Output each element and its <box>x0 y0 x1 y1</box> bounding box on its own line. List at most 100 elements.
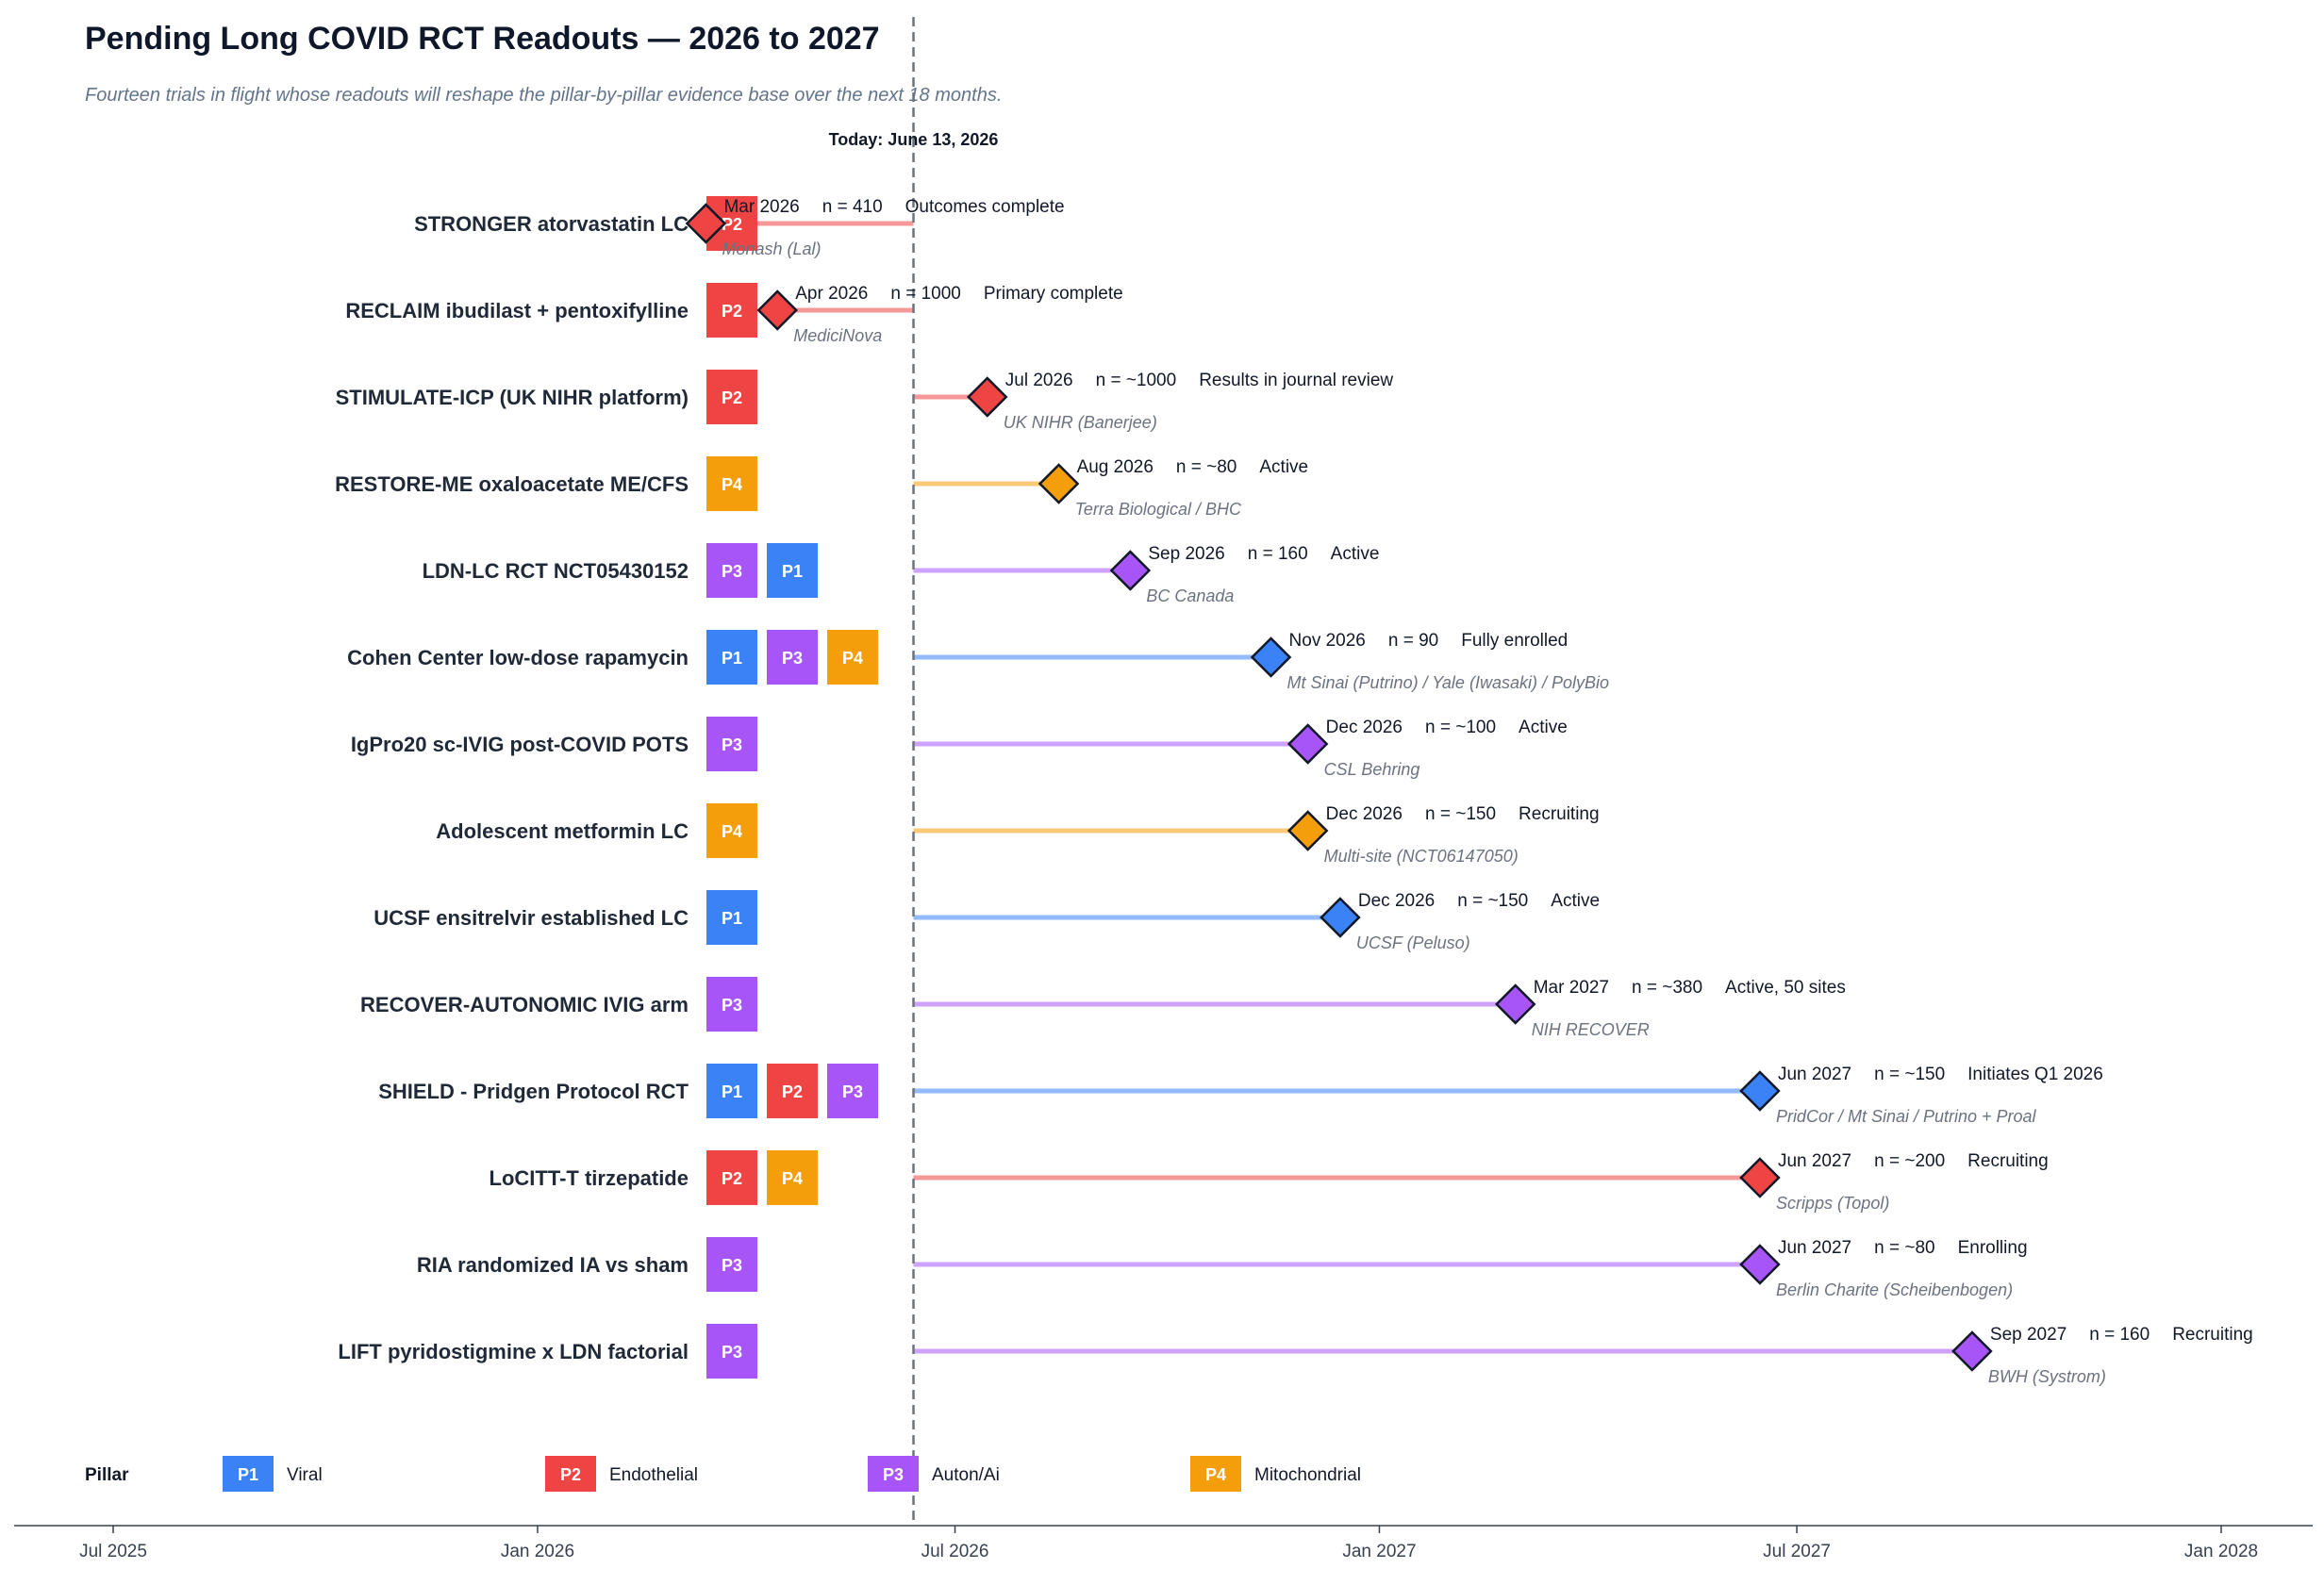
pillar-chip-label: P2 <box>722 302 742 321</box>
trial-row: LIFT pyridostigmine x LDN factorial P3 Sep… <box>338 1324 2253 1386</box>
trial-sponsor: Berlin Charite (Scheibenbogen) <box>1776 1280 2013 1299</box>
readout-annotation: Dec 2026 n = ~150 Recruiting <box>1326 804 1600 824</box>
readout-status: Results in journal review <box>1199 371 1393 390</box>
readout-date: Sep 2027 <box>1990 1325 2067 1345</box>
x-tick-label: Jul 2026 <box>921 1542 989 1561</box>
pillar-chip <box>767 1064 818 1118</box>
trial-name: LDN-LC RCT NCT05430152 <box>423 559 689 583</box>
legend-chip-label: P4 <box>1205 1465 1226 1484</box>
readout-n: n = ~1000 <box>1096 371 1177 390</box>
readout-marker <box>1250 636 1292 678</box>
readout-n: n = ~150 <box>1425 804 1496 824</box>
legend-chip <box>223 1456 274 1492</box>
trial-row: LoCITT-T tirzepatide P2 P4 Jun 2027 n = ~200… <box>490 1150 2049 1213</box>
x-tick-label: Jan 2026 <box>501 1542 574 1561</box>
trial-sponsor: CSL Behring <box>1324 760 1420 779</box>
readout-marker <box>685 203 727 244</box>
readout-status: Outcomes complete <box>905 197 1065 217</box>
trial-row: RIA randomized IA vs sham P3 Jun 2027 n = ~… <box>417 1237 2028 1299</box>
readout-marker <box>1286 723 1329 765</box>
readout-n: n = 90 <box>1388 631 1438 651</box>
legend-chip <box>1190 1456 1241 1492</box>
pillar-chip-label: P3 <box>842 1082 863 1101</box>
trial-name: Adolescent metformin LC <box>436 819 689 843</box>
readout-date: Sep 2026 <box>1148 544 1224 564</box>
trial-row: STIMULATE-ICP (UK NIHR platform) P2 Jul 20… <box>336 370 1394 432</box>
trial-name: STIMULATE-ICP (UK NIHR platform) <box>336 386 689 409</box>
readout-annotation: Jul 2026 n = ~1000 Results in journal revi… <box>1005 371 1394 390</box>
readout-date: Mar 2027 <box>1534 978 1609 998</box>
pillar-chip-label: P3 <box>722 562 742 581</box>
pillar-chip-label: P3 <box>782 649 803 668</box>
legend-label: Auton/Ai <box>932 1465 1000 1485</box>
readout-status: Primary complete <box>984 284 1123 304</box>
pillar-legend: Pillar P1 Viral P2 Endothelial P3 Auton/Ai P4 Mi… <box>85 1456 1361 1492</box>
pillar-chip <box>827 1064 878 1118</box>
x-axis: Jul 2025 Jan 2026 Jul 2026 Jan 2027 Jul 2027… <box>14 1525 2313 1561</box>
pillar-chip <box>706 630 757 685</box>
today-label: Today: June 13, 2026 <box>829 130 999 149</box>
trial-name: RESTORE-ME oxaloacetate ME/CFS <box>335 472 689 496</box>
pillar-chip <box>706 456 757 511</box>
trial-name: RECOVER-AUTONOMIC IVIG arm <box>360 993 689 1016</box>
pillar-chip <box>767 1150 818 1205</box>
pillar-chip <box>706 717 757 771</box>
pillar-chip-label: P2 <box>722 1169 742 1188</box>
trial-row: RESTORE-ME oxaloacetate ME/CFS P4 Aug 2026… <box>335 456 1308 519</box>
pillar-chip <box>767 630 818 685</box>
pillar-chip <box>706 1324 757 1379</box>
pillar-chip-label: P1 <box>722 649 742 668</box>
pillar-chip <box>767 543 818 598</box>
readout-annotation: Nov 2026 n = 90 Fully enrolled <box>1289 631 1569 651</box>
readout-status: Active <box>1331 544 1380 564</box>
chart-title: Pending Long COVID RCT Readouts — 2026 t… <box>85 21 880 57</box>
pillar-chip <box>706 370 757 424</box>
readout-status: Enrolling <box>1958 1238 2028 1258</box>
readout-n: n = ~80 <box>1176 457 1237 477</box>
readout-date: Aug 2026 <box>1077 457 1154 477</box>
legend-chip-label: P1 <box>238 1465 258 1484</box>
trial-name: IgPro20 sc-IVIG post-COVID POTS <box>351 733 689 756</box>
readout-marker <box>1739 1157 1781 1198</box>
trial-sponsor: UK NIHR (Banerjee) <box>1004 413 1157 432</box>
trial-sponsor: BWH (Systrom) <box>1988 1367 2106 1386</box>
x-tick-label: Jan 2028 <box>2184 1542 2258 1561</box>
trial-sponsor: PridCor / Mt Sinai / Putrino + Proal <box>1776 1107 2037 1126</box>
readout-status: Recruiting <box>1519 804 1600 824</box>
legend-label: Mitochondrial <box>1254 1465 1361 1485</box>
pillar-chip <box>706 890 757 945</box>
trial-sponsor: Multi-site (NCT06147050) <box>1324 847 1519 866</box>
legend-chip <box>545 1456 596 1492</box>
pillar-chip-label: P3 <box>722 996 742 1015</box>
readout-n: n = 1000 <box>890 284 961 304</box>
readout-date: Dec 2026 <box>1358 891 1435 911</box>
trial-sponsor: Scripps (Topol) <box>1776 1194 1889 1213</box>
readout-marker <box>1739 1244 1781 1285</box>
readout-marker <box>1951 1330 1993 1372</box>
pillar-chip <box>706 1237 757 1292</box>
pillar-chip-label: P1 <box>722 1082 742 1101</box>
readout-n: n = 160 <box>2089 1325 2150 1345</box>
readout-marker <box>1739 1070 1781 1112</box>
readout-marker <box>1320 897 1361 938</box>
readout-marker <box>756 289 799 331</box>
readout-annotation: Jun 2027 n = ~80 Enrolling <box>1778 1238 2028 1258</box>
trial-sponsor: Terra Biological / BHC <box>1075 500 1242 519</box>
trial-name: RIA randomized IA vs sham <box>417 1253 689 1277</box>
trial-sponsor: NIH RECOVER <box>1532 1020 1650 1039</box>
readout-n: n = ~150 <box>1874 1065 1945 1084</box>
readout-marker <box>1286 810 1329 851</box>
trial-row: RECLAIM ibudilast + pentoxifylline P2 Apr … <box>345 283 1123 345</box>
readout-annotation: Sep 2026 n = 160 Active <box>1148 544 1379 564</box>
readout-annotation: Dec 2026 n = ~150 Active <box>1358 891 1600 911</box>
pillar-chip-label: P1 <box>782 562 803 581</box>
pillar-chip <box>706 803 757 858</box>
readout-n: n = 410 <box>822 197 883 217</box>
trial-row: SHIELD - Pridgen Protocol RCT P1 P2 P3 Jun 2… <box>378 1064 2103 1126</box>
trial-sponsor: UCSF (Peluso) <box>1356 933 1470 952</box>
legend-label: Viral <box>287 1465 323 1485</box>
pillar-chip-label: P4 <box>782 1169 803 1188</box>
readout-date: Nov 2026 <box>1289 631 1366 651</box>
readout-status: Recruiting <box>2172 1325 2253 1345</box>
